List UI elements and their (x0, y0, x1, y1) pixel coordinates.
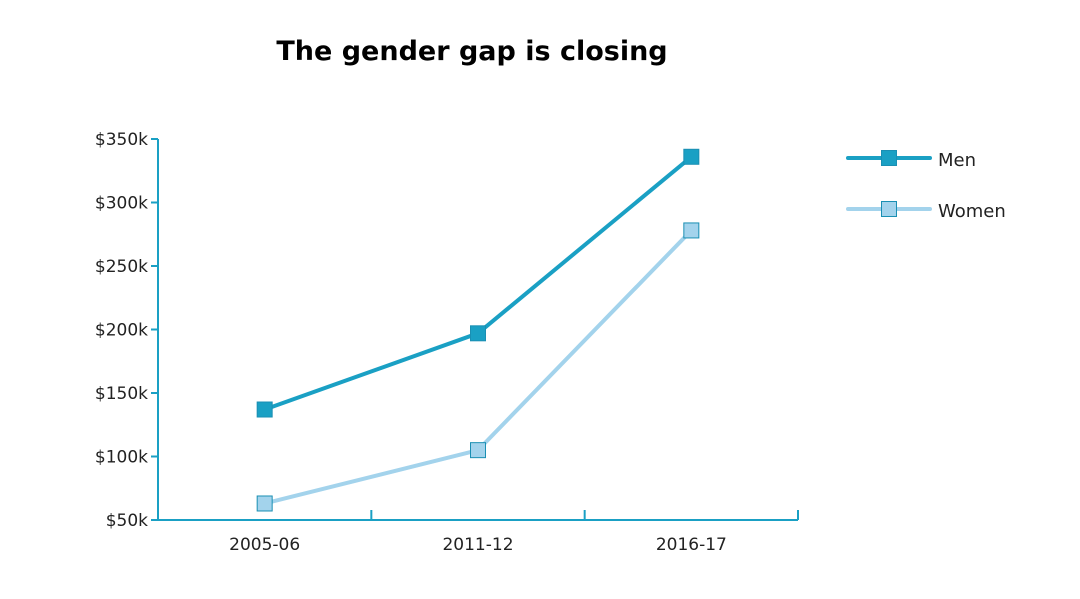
y-tick-label: $100k (95, 448, 148, 468)
y-tick-label: $250k (95, 257, 148, 277)
x-tick-label: 2005-06 (229, 535, 300, 555)
y-tick-label: $300k (95, 194, 148, 214)
x-tick-label: 2016-17 (656, 535, 727, 555)
y-tick-label: $150k (95, 384, 148, 404)
chart-title: The gender gap is closing (276, 36, 667, 67)
x-tick-label: 2011-12 (442, 535, 513, 555)
legend: Men Women (846, 150, 1006, 222)
data-point-men (683, 148, 700, 165)
series-line-women (262, 228, 694, 506)
legend-marker (881, 201, 897, 217)
legend-marker (881, 150, 897, 166)
data-point-women (470, 442, 486, 459)
x-axis-ticks: 2005-06 2011-12 2016-17 (229, 510, 799, 555)
data-point-men (470, 325, 486, 342)
data-point-men (256, 401, 273, 418)
y-tick-label: $350k (95, 130, 148, 150)
legend-label: Women (938, 201, 1006, 222)
y-tick-label: $50k (106, 511, 148, 531)
series-layer (256, 148, 700, 512)
y-tick-label: $200k (95, 321, 148, 341)
y-axis-ticks: $50k $100k $150k $200k $250k $300k $350k (95, 130, 158, 531)
legend-item-men: Men (846, 150, 976, 171)
legend-label: Men (938, 150, 976, 171)
series-line-men (262, 154, 694, 412)
data-point-women (683, 222, 700, 239)
legend-item-women: Women (846, 201, 1006, 222)
data-point-women (256, 495, 273, 512)
